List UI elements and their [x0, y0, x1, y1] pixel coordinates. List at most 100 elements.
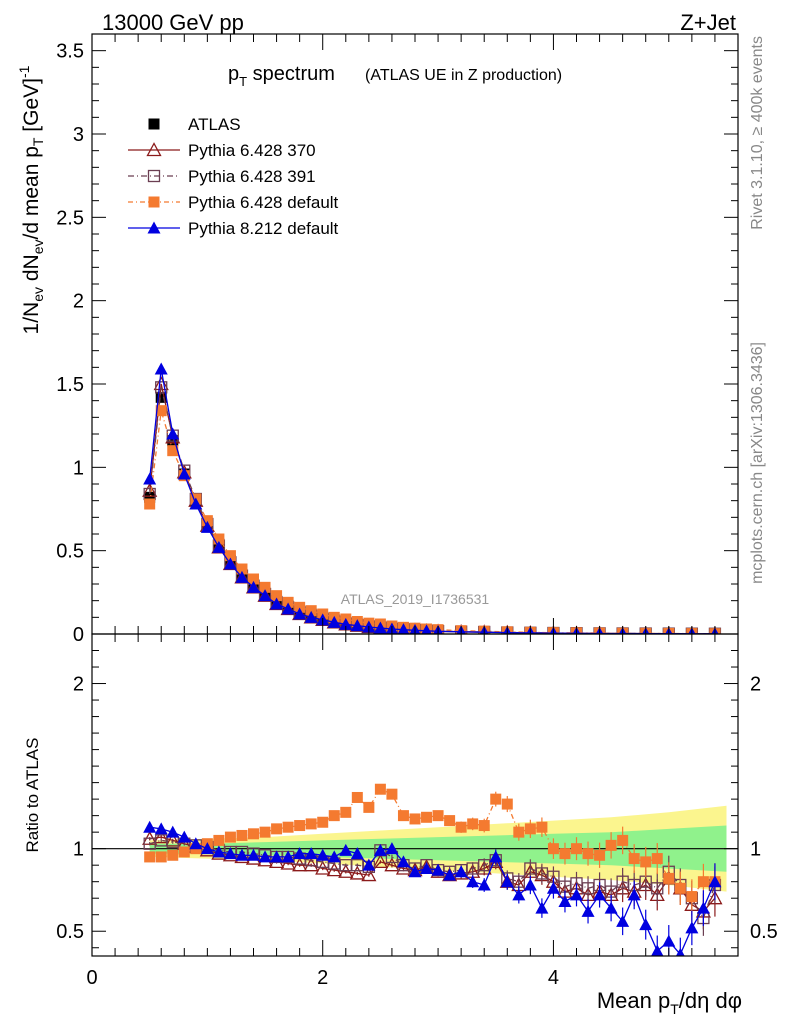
ratio-y-tick-label-right: 0.5 [750, 921, 778, 943]
ratio-point [651, 882, 664, 895]
main-point [259, 581, 271, 593]
plot-subtitle: (ATLAS UE in Z production) [365, 67, 562, 84]
ratio-point [167, 849, 179, 861]
process-label: Z+Jet [680, 10, 736, 35]
ratio-point [593, 888, 607, 901]
ratio-point [477, 878, 491, 891]
ratio-point [327, 850, 341, 863]
ratio-point [559, 848, 571, 860]
ratio-point [223, 847, 237, 860]
main-point [304, 610, 318, 623]
ratio-point [328, 810, 340, 822]
ratio-point [581, 904, 595, 917]
main-point [177, 467, 191, 480]
ratio-point [640, 856, 652, 868]
ratio-point [305, 818, 317, 830]
ratio-point [454, 865, 468, 878]
main-point [155, 405, 167, 417]
x-tick-label: 2 [317, 967, 328, 989]
ratio-point [512, 888, 526, 901]
legend-label: Pythia 6.428 default [188, 193, 339, 212]
ratio-point [373, 843, 387, 856]
ratio-point [258, 850, 272, 863]
energy-label: 13000 GeV pp [102, 10, 244, 35]
ratio-point [361, 867, 377, 882]
main-point [248, 573, 259, 585]
legend-label: Pythia 6.428 370 [188, 141, 316, 160]
ratio-point [408, 865, 422, 878]
ratio-point [639, 918, 653, 931]
main-point [189, 497, 203, 510]
main-point [282, 596, 294, 608]
ratio-point [476, 860, 492, 875]
main-y-axis-label: 1/Nev dNev/d mean pT [GeV]-1 [16, 65, 46, 334]
main-panel: ATLAS_2019_I1736531 0 0.5 1 1.5 2 2.5 3 3.5 pT … [16, 33, 739, 646]
ratio-point [213, 834, 225, 846]
ratio-point [500, 875, 514, 888]
ratio-point [675, 947, 685, 956]
ratio-point [270, 850, 284, 863]
main-point [167, 445, 179, 457]
ratio-point [235, 848, 249, 861]
legend-label: Pythia 6.428 391 [188, 167, 316, 186]
ratio-point [372, 854, 388, 869]
ratio-point [432, 810, 444, 822]
x-tick-label: 0 [86, 967, 97, 989]
main-series-line-3 [149, 410, 715, 634]
main-point [350, 619, 364, 632]
ratio-point [155, 851, 167, 863]
main-y-tick-label: 2 [73, 291, 84, 313]
main-point [281, 602, 295, 615]
main-point [213, 533, 225, 545]
ratio-point [604, 901, 618, 914]
ratio-point [478, 820, 490, 832]
legend-label: ATLAS [188, 115, 241, 134]
main-point [270, 597, 284, 610]
main-point [155, 391, 167, 403]
ratio-point [166, 825, 180, 838]
main-point [200, 520, 214, 533]
ratio-point [339, 843, 353, 856]
ratio-y-axis-label: Ratio to ATLAS [23, 738, 42, 853]
ratio-point [489, 850, 503, 863]
ratio-point [224, 831, 236, 843]
ratio-point [490, 793, 502, 805]
ratio-point [696, 901, 710, 914]
ratio-point [662, 934, 676, 947]
ratio-point [674, 882, 686, 894]
main-point [144, 491, 156, 503]
main-point [236, 563, 248, 575]
ratio-point [605, 839, 617, 851]
main-point [224, 550, 236, 562]
ratio-point [282, 821, 294, 833]
ratio-point [501, 798, 513, 810]
legend-marker [148, 118, 160, 130]
ratio-point [247, 848, 260, 861]
ratio-point [570, 888, 583, 901]
ratio-point [628, 853, 640, 865]
main-y-tick-label: 3.5 [56, 41, 84, 63]
ratio-y-tick-label: 0.5 [56, 921, 84, 943]
ratio-point [707, 890, 723, 905]
ratio-point [594, 849, 606, 861]
main-y-tick-label: 0 [73, 624, 84, 646]
ratio-point [189, 837, 203, 850]
x-tick-label: 4 [548, 967, 559, 989]
ratio-point [317, 816, 329, 828]
ratio-point [685, 921, 699, 934]
ratio-point [374, 783, 386, 795]
legend-label: Pythia 8.212 default [188, 219, 339, 238]
ratio-point [396, 855, 410, 868]
ratio-point [444, 815, 456, 827]
ratio-y-tick-label-right: 2 [750, 674, 761, 696]
main-point [271, 590, 283, 602]
ratio-point [582, 848, 594, 860]
main-point [154, 362, 168, 375]
ratio-point [395, 860, 412, 875]
ratio-y-tick-label: 2 [73, 674, 84, 696]
ratio-point [524, 823, 536, 835]
ratio-point [316, 848, 330, 861]
ratio-point [177, 830, 191, 843]
legend-marker [146, 142, 162, 157]
main-point [293, 607, 307, 620]
